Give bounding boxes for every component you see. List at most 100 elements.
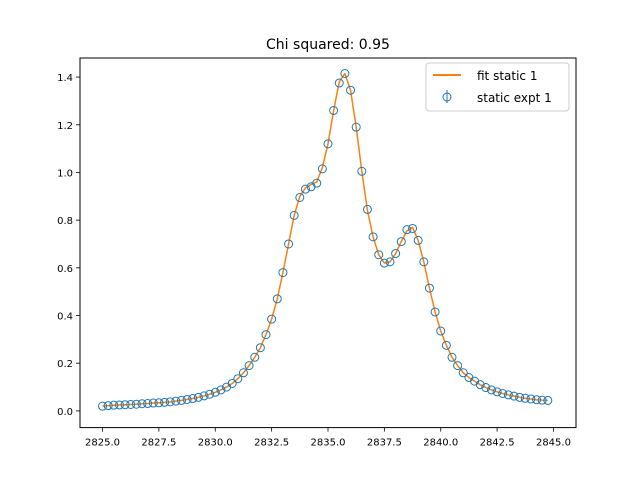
legend-box — [425, 62, 570, 112]
data-point — [385, 257, 395, 267]
data-point — [255, 343, 265, 353]
data-point — [537, 395, 547, 405]
data-point — [351, 122, 361, 132]
data-point — [216, 385, 226, 395]
x-tick-label: 2837.5 — [367, 438, 402, 449]
data-point — [317, 164, 327, 174]
y-tick-label: 1.2 — [57, 121, 73, 132]
x-tick-label: 2827.5 — [141, 438, 176, 449]
data-point — [126, 399, 136, 409]
data-point — [120, 400, 130, 410]
y-tick-label: 1.0 — [57, 168, 73, 179]
data-point — [103, 401, 113, 411]
data-point — [165, 397, 175, 407]
data-point — [210, 387, 220, 397]
data-point — [98, 401, 108, 411]
data-point — [396, 237, 406, 247]
data-point — [357, 166, 367, 176]
data-point — [312, 178, 322, 188]
data-point — [233, 374, 243, 384]
data-point — [498, 389, 508, 399]
data-point — [323, 139, 333, 149]
y-tick-label: 1.4 — [57, 73, 73, 84]
fit-line — [102, 72, 548, 407]
data-point — [346, 85, 356, 95]
data-point — [413, 235, 423, 245]
plot-area — [98, 68, 553, 411]
data-point — [300, 184, 310, 194]
y-tick-label: 0.0 — [57, 407, 73, 418]
data-point — [193, 392, 203, 402]
data-point — [171, 396, 181, 406]
data-point — [278, 268, 288, 278]
legend-expt-label: static expt 1 — [477, 91, 552, 105]
data-point — [424, 283, 434, 293]
data-point — [543, 395, 553, 405]
data-point — [475, 380, 485, 390]
data-point — [391, 249, 401, 259]
marker-layer — [98, 68, 553, 411]
data-point — [244, 361, 254, 371]
x-tick-label: 2825.0 — [85, 438, 120, 449]
data-point — [137, 399, 147, 409]
y-tick-label: 0.2 — [57, 359, 73, 370]
data-point — [188, 394, 198, 404]
x-tick-label: 2840.0 — [423, 438, 458, 449]
x-tick-label: 2830.0 — [198, 438, 233, 449]
data-point — [176, 395, 186, 405]
y-tick-label: 0.6 — [57, 264, 73, 275]
data-point — [419, 257, 429, 267]
data-point — [408, 223, 418, 233]
data-point — [148, 398, 158, 408]
x-tick-label: 2832.5 — [254, 438, 289, 449]
data-point — [503, 390, 513, 400]
data-point — [379, 258, 389, 268]
y-tick-label: 0.4 — [57, 312, 73, 323]
x-tick-label: 2845.0 — [536, 438, 571, 449]
data-point — [368, 232, 378, 242]
data-point — [261, 330, 271, 340]
data-point — [131, 399, 141, 409]
x-tick-label: 2835.0 — [311, 438, 346, 449]
data-point — [284, 239, 294, 249]
x-axis-ticks: 2825.0 2827.5 2830.0 2832.5 2835.0 2837.5 2840… — [85, 427, 571, 449]
y-tick-label: 0.8 — [57, 216, 73, 227]
data-point — [289, 210, 299, 220]
data-point — [509, 391, 519, 401]
data-point — [362, 204, 372, 214]
data-point — [205, 389, 215, 399]
data-point — [250, 352, 260, 362]
legend-fit-label: fit static 1 — [477, 69, 537, 83]
data-point — [182, 394, 192, 404]
data-point — [430, 307, 440, 317]
data-point — [114, 400, 124, 410]
fit-line-layer — [102, 72, 548, 407]
data-point — [447, 352, 457, 362]
y-axis-ticks: 0.0 0.2 0.4 0.6 0.8 1.0 1.2 1.4 — [57, 73, 80, 418]
data-point — [109, 400, 119, 410]
data-point — [532, 395, 542, 405]
data-point — [295, 192, 305, 202]
data-point — [143, 399, 153, 409]
data-point — [227, 378, 237, 388]
data-point — [160, 397, 170, 407]
data-point — [481, 383, 491, 393]
x-tick-label: 2842.5 — [480, 438, 515, 449]
data-point — [458, 368, 468, 378]
data-point — [272, 294, 282, 304]
data-point — [453, 361, 463, 371]
data-point — [334, 78, 344, 88]
legend-expt-marker — [442, 92, 452, 102]
data-point — [486, 385, 496, 395]
data-point — [267, 314, 277, 324]
data-point — [441, 340, 451, 350]
data-point — [492, 387, 502, 397]
data-point — [436, 326, 446, 336]
data-point — [154, 398, 164, 408]
data-point — [329, 105, 339, 115]
data-point — [515, 392, 525, 402]
data-point — [520, 393, 530, 403]
data-point — [238, 368, 248, 378]
